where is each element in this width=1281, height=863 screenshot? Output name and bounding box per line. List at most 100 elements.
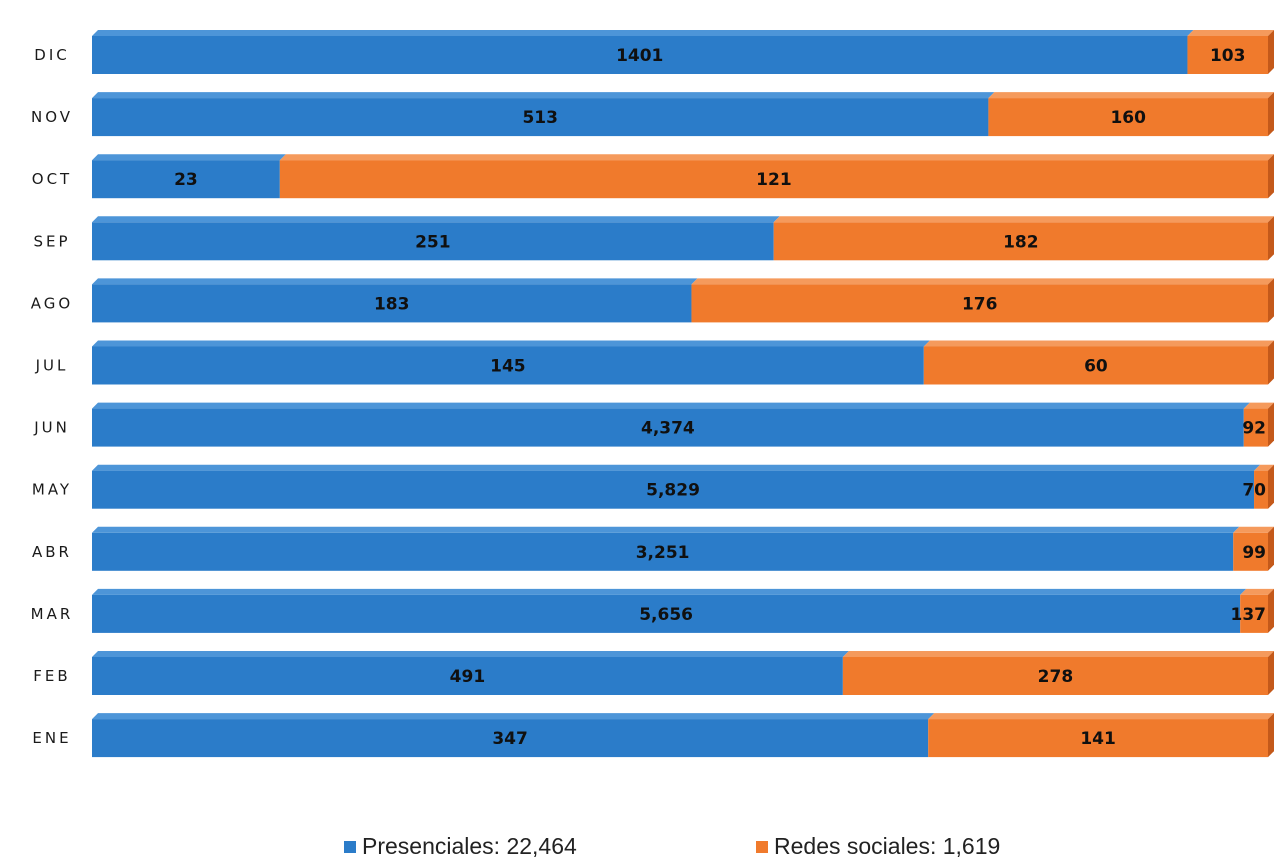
value-label-presenciales-oct: 23 bbox=[174, 170, 198, 190]
bar-top-redes-ago bbox=[691, 278, 1274, 285]
bar-presenciales-oct bbox=[92, 160, 280, 199]
bar-top-redes-jul bbox=[923, 340, 1274, 347]
bar-redes-sep bbox=[773, 222, 1268, 261]
bar-redes-dic bbox=[1187, 36, 1268, 74]
bar-top-redes-sep bbox=[773, 216, 1274, 223]
bar-redes-mar bbox=[1240, 594, 1268, 633]
value-label-presenciales-ago: 183 bbox=[374, 294, 410, 314]
value-label-presenciales-ene: 347 bbox=[492, 729, 528, 749]
bar-presenciales-feb bbox=[92, 657, 843, 695]
bar-presenciales-jun bbox=[92, 408, 1244, 447]
bar-side-abr bbox=[1268, 526, 1274, 571]
bar-top-redes-abr bbox=[1233, 526, 1274, 533]
category-label-nov: NOV bbox=[31, 108, 73, 126]
bar-side-oct bbox=[1268, 154, 1274, 199]
value-label-presenciales-nov: 513 bbox=[522, 108, 558, 128]
bar-top-presenciales-jun bbox=[92, 402, 1250, 409]
category-label-sep: SEP bbox=[33, 232, 70, 250]
category-label-mar: MAR bbox=[31, 605, 74, 623]
value-label-presenciales-sep: 251 bbox=[415, 232, 451, 252]
category-label-ago: AGO bbox=[31, 294, 73, 312]
bar-top-redes-feb bbox=[842, 651, 1274, 657]
bar-presenciales-ago bbox=[92, 284, 692, 323]
bar-top-presenciales-feb bbox=[92, 651, 849, 657]
legend-swatch-redes bbox=[756, 840, 768, 853]
value-label-redes-jun: 92 bbox=[1242, 419, 1266, 439]
value-label-redes-nov: 160 bbox=[1110, 108, 1146, 128]
bar-presenciales-dic bbox=[92, 36, 1188, 74]
category-label-may: MAY bbox=[32, 481, 72, 499]
bar-redes-jul bbox=[923, 346, 1268, 385]
value-label-redes-ene: 141 bbox=[1080, 729, 1116, 749]
value-label-presenciales-may: 5,829 bbox=[646, 481, 700, 501]
bar-side-may bbox=[1268, 464, 1274, 509]
bar-presenciales-mar bbox=[92, 594, 1241, 633]
value-label-presenciales-jul: 145 bbox=[490, 357, 526, 377]
value-label-redes-mar: 137 bbox=[1231, 605, 1267, 625]
value-label-presenciales-feb: 491 bbox=[450, 667, 486, 687]
bar-top-presenciales-sep bbox=[92, 216, 780, 223]
chart-canvas: DIC 1401 103 NOV 513 160 OCT 23 121 SEP 251 182 AGO 1… bbox=[31, 30, 1274, 758]
value-label-redes-oct: 121 bbox=[756, 170, 792, 190]
bar-redes-oct bbox=[279, 160, 1268, 199]
bar-presenciales-ene bbox=[92, 719, 929, 758]
bar-top-presenciales-ene bbox=[92, 713, 935, 720]
bar-presenciales-abr bbox=[92, 532, 1234, 571]
bar-redes-feb bbox=[842, 657, 1268, 695]
value-label-presenciales-mar: 5,656 bbox=[639, 605, 693, 625]
category-label-oct: OCT bbox=[32, 170, 72, 188]
bar-redes-ago bbox=[691, 284, 1268, 323]
bar-top-presenciales-oct bbox=[92, 154, 286, 161]
category-label-abr: ABR bbox=[32, 543, 72, 561]
bar-side-dic bbox=[1268, 30, 1274, 74]
value-label-presenciales-jun: 4,374 bbox=[641, 419, 695, 439]
bar-side-nov bbox=[1268, 92, 1274, 137]
bar-top-redes-ene bbox=[928, 713, 1274, 720]
value-label-presenciales-dic: 1401 bbox=[616, 46, 663, 66]
bar-top-redes-jun bbox=[1243, 402, 1274, 409]
bar-side-mar bbox=[1268, 588, 1274, 633]
value-label-redes-jul: 60 bbox=[1084, 357, 1108, 377]
category-label-jun: JUN bbox=[33, 419, 70, 437]
legend-item-redes: Redes sociales: 1,619 bbox=[756, 833, 1000, 860]
bar-presenciales-may bbox=[92, 470, 1255, 509]
bar-top-redes-mar bbox=[1240, 588, 1274, 595]
bar-presenciales-sep bbox=[92, 222, 774, 261]
bar-top-redes-oct bbox=[279, 154, 1274, 161]
legend-label-redes: Redes sociales: 1,619 bbox=[774, 833, 1001, 859]
bar-redes-may bbox=[1254, 470, 1268, 509]
bar-side-jun bbox=[1268, 402, 1274, 447]
bar-top-redes-may bbox=[1254, 464, 1274, 471]
bar-side-ene bbox=[1268, 713, 1274, 758]
bar-top-presenciales-mar bbox=[92, 588, 1247, 595]
value-label-redes-ago: 176 bbox=[962, 294, 998, 314]
bar-side-sep bbox=[1268, 216, 1274, 261]
bar-side-ago bbox=[1268, 278, 1274, 323]
value-label-presenciales-abr: 3,251 bbox=[636, 543, 690, 563]
category-label-dic: DIC bbox=[34, 46, 69, 64]
bar-top-presenciales-jul bbox=[92, 340, 930, 347]
bar-top-presenciales-may bbox=[92, 464, 1261, 471]
category-label-feb: FEB bbox=[33, 667, 70, 685]
category-label-jul: JUL bbox=[35, 357, 69, 375]
bar-presenciales-jul bbox=[92, 346, 924, 385]
bar-side-jul bbox=[1268, 340, 1274, 385]
legend-swatch-presenciales bbox=[344, 840, 356, 853]
value-label-redes-may: 70 bbox=[1242, 481, 1266, 501]
legend-label-presenciales: Presenciales: 22,464 bbox=[362, 833, 577, 859]
value-label-redes-feb: 278 bbox=[1038, 667, 1074, 687]
bar-redes-nov bbox=[988, 98, 1268, 137]
bar-top-presenciales-nov bbox=[92, 92, 995, 99]
bar-top-redes-dic bbox=[1187, 30, 1274, 36]
category-label-ene: ENE bbox=[32, 729, 71, 747]
bar-top-presenciales-abr bbox=[92, 526, 1240, 533]
legend-item-presenciales: Presenciales: 22,464 bbox=[344, 833, 577, 860]
bar-top-presenciales-dic bbox=[92, 30, 1194, 36]
bar-side-feb bbox=[1268, 651, 1274, 695]
value-label-redes-sep: 182 bbox=[1003, 232, 1039, 252]
bar-redes-ene bbox=[928, 719, 1268, 758]
bar-top-redes-nov bbox=[988, 92, 1274, 99]
value-label-redes-abr: 99 bbox=[1242, 543, 1266, 563]
bar-redes-jun bbox=[1243, 408, 1268, 447]
